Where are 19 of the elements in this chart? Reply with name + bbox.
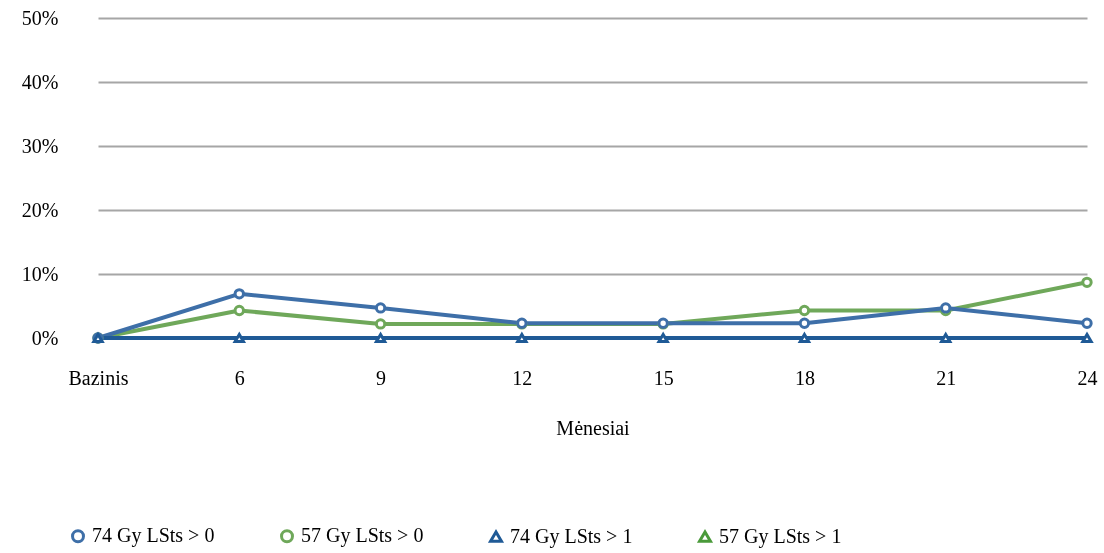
y-tick-label: 20% xyxy=(21,198,59,221)
x-tick-label: Bazinis xyxy=(68,366,129,389)
x-tick-label: 15 xyxy=(653,366,674,389)
x-tick-label: 9 xyxy=(376,366,387,389)
x-tick-label: 21 xyxy=(936,366,957,389)
y-tick-label: 40% xyxy=(21,70,59,93)
x-axis-title: Mėnesiai xyxy=(556,416,631,439)
y-tick-label: 50% xyxy=(21,6,59,29)
x-tick-label: 18 xyxy=(794,366,815,389)
y-tick-label: 30% xyxy=(21,134,59,157)
legend-label: 57 Gy LSts > 0 xyxy=(301,524,424,548)
legend-label: 74 Gy LSts > 0 xyxy=(92,524,215,548)
x-tick-label: 6 xyxy=(234,366,245,389)
x-tick-label: 12 xyxy=(512,366,533,389)
legend-label: 57 Gy LSts > 1 xyxy=(719,524,842,548)
y-tick-label: 0% xyxy=(31,326,59,349)
legend-label: 74 Gy LSts > 1 xyxy=(510,524,633,548)
x-tick-label: 24 xyxy=(1077,366,1098,389)
y-tick-label: 10% xyxy=(21,262,59,285)
